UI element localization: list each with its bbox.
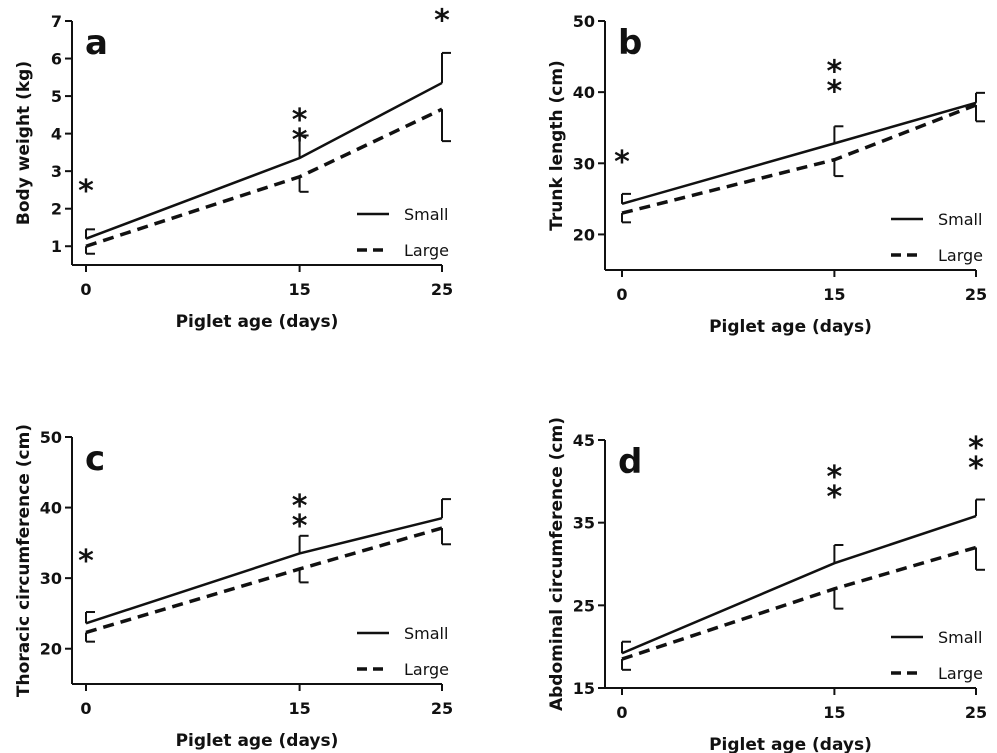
panel-b: 20 30 40 50 0 15 25 Piglet age (days) Trunk leng…	[547, 12, 987, 337]
y-tick-label: 35	[573, 514, 595, 533]
x-tick-label: 25	[965, 703, 987, 722]
panel-c: 20 30 40 50 0 15 25 Piglet age (days) Thoracic c…	[14, 424, 453, 751]
y-axis-label: Abdominal circumference (cm)	[547, 417, 567, 711]
y-tick-label: 2	[51, 200, 62, 219]
y-tick-label: 7	[51, 12, 62, 31]
y-tick-label: 4	[51, 125, 62, 144]
panel-letter: a	[85, 23, 108, 63]
x-tick-label: 25	[965, 285, 987, 304]
series-line-small	[85, 81, 443, 240]
x-axis-label: Piglet age (days)	[176, 731, 339, 751]
x-tick-label: 0	[80, 699, 91, 718]
significance-marker: * *	[292, 489, 308, 544]
significance-marker: *	[78, 544, 94, 579]
y-tick-label: 40	[40, 499, 62, 518]
y-tick-label: 15	[573, 679, 595, 698]
x-tick-label: 25	[431, 699, 453, 718]
panel-letter: c	[85, 439, 105, 479]
significance-marker: *	[434, 3, 450, 38]
panel-letter: d	[618, 442, 642, 482]
y-tick-label: 20	[40, 640, 62, 659]
series-line-large	[85, 526, 443, 635]
x-tick-label: 0	[616, 703, 627, 722]
y-tick-label: 40	[573, 83, 595, 102]
legend-label-large: Large	[938, 246, 983, 265]
series-line-large	[621, 103, 977, 215]
y-tick-label: 20	[573, 225, 595, 244]
y-tick-label: 45	[573, 431, 595, 450]
significance-marker: * *	[292, 103, 308, 158]
x-tick-label: 15	[288, 280, 310, 299]
panel-letter: b	[618, 23, 642, 63]
significance-marker: * *	[968, 431, 984, 486]
y-tick-label: 30	[40, 569, 62, 588]
legend-label-small: Small	[938, 628, 982, 647]
x-axis-label: Piglet age (days)	[176, 312, 339, 332]
y-tick-label: 50	[40, 428, 62, 447]
significance-marker: *	[78, 174, 94, 209]
y-tick-label: 30	[573, 154, 595, 173]
y-axis-label: Thoracic circumference (cm)	[14, 424, 34, 697]
y-tick-label: 3	[51, 162, 62, 181]
x-tick-label: 25	[431, 280, 453, 299]
y-tick-label: 50	[573, 12, 595, 31]
y-tick-label: 25	[573, 596, 595, 615]
series-line-small	[621, 514, 977, 655]
x-axis-label: Piglet age (days)	[709, 735, 872, 753]
y-axis-label: Body weight (kg)	[14, 61, 34, 225]
x-tick-label: 0	[616, 285, 627, 304]
significance-marker: * *	[827, 54, 843, 109]
x-tick-label: 0	[80, 280, 91, 299]
x-tick-label: 15	[288, 699, 310, 718]
legend-label-small: Small	[938, 210, 982, 229]
legend-label-small: Small	[404, 624, 448, 643]
y-tick-label: 5	[51, 87, 62, 106]
series-line-large	[85, 107, 443, 248]
panel-a: 1 2 3 4 5 6 7 0 15 25 Piglet age (days) Body weight…	[14, 3, 453, 332]
y-tick-label: 1	[51, 237, 62, 256]
significance-marker: * *	[827, 460, 843, 515]
series-line-small	[85, 516, 443, 625]
x-tick-label: 15	[823, 703, 845, 722]
y-axis-label: Trunk length (cm)	[547, 60, 567, 231]
significance-marker: *	[614, 145, 630, 180]
legend-label-large: Large	[404, 660, 449, 679]
x-axis-label: Piglet age (days)	[709, 317, 872, 337]
y-tick-label: 6	[51, 50, 62, 69]
series-line-large	[621, 545, 977, 661]
series-line-small	[621, 101, 977, 206]
legend-label-large: Large	[938, 664, 983, 683]
legend-label-large: Large	[404, 241, 449, 260]
x-tick-label: 15	[823, 285, 845, 304]
panel-d: 15 25 35 45 0 15 25 Piglet age (days) Abdominal …	[547, 417, 987, 753]
legend-label-small: Small	[404, 205, 448, 224]
